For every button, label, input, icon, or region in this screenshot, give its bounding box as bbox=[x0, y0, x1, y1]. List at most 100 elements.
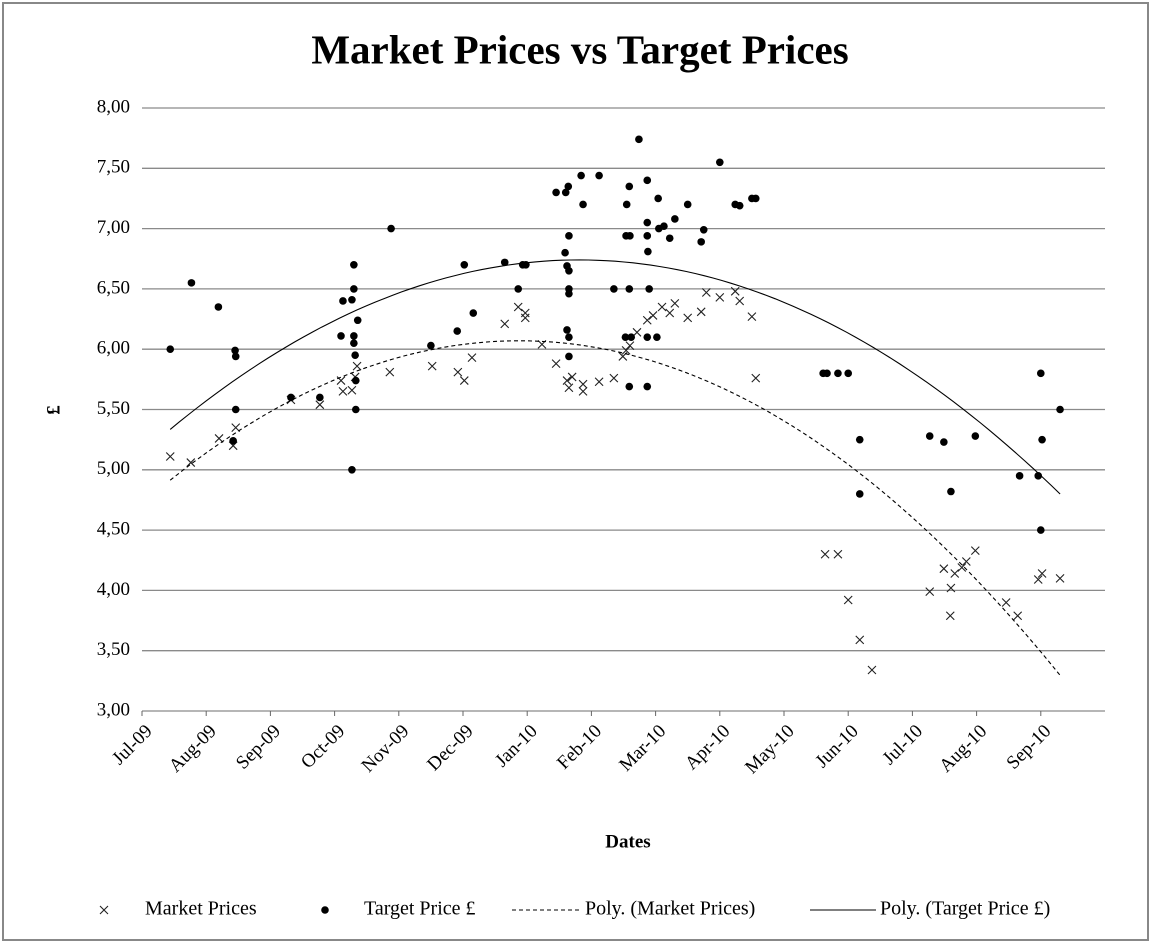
market-price-point bbox=[352, 361, 362, 371]
target-price-point bbox=[427, 341, 435, 350]
target-price-point bbox=[229, 437, 237, 445]
market-price-point bbox=[165, 452, 175, 461]
y-tick-label: 5,00 bbox=[97, 458, 130, 479]
y-tick-label: 5,50 bbox=[97, 398, 130, 419]
market-price-point bbox=[459, 376, 469, 385]
market-price-point bbox=[567, 372, 577, 382]
market-price-point bbox=[945, 611, 955, 621]
y-tick-label: 6,50 bbox=[97, 277, 130, 298]
market-price-point bbox=[562, 376, 572, 385]
target-price-point bbox=[595, 171, 603, 180]
target-price-point bbox=[671, 215, 679, 223]
target-price-point bbox=[626, 232, 634, 240]
target-price-point bbox=[348, 466, 356, 474]
y-tick-label: 3,00 bbox=[97, 699, 130, 720]
target-price-point bbox=[947, 487, 955, 496]
target-price-point bbox=[166, 345, 175, 354]
target-price-point bbox=[287, 393, 295, 402]
target-price-point bbox=[716, 158, 724, 167]
target-price-point bbox=[351, 405, 360, 414]
market-price-point bbox=[1037, 569, 1047, 578]
market-price-point bbox=[665, 308, 675, 318]
market-price-point bbox=[1001, 598, 1011, 607]
target-price-point bbox=[350, 260, 358, 269]
market-price-point bbox=[186, 458, 196, 467]
target-price-point bbox=[348, 295, 356, 304]
market-price-point bbox=[957, 563, 967, 572]
chart-title: Market Prices vs Target Prices bbox=[311, 26, 848, 72]
target-price-point bbox=[683, 200, 692, 209]
target-price-point bbox=[231, 346, 239, 355]
market-price-point bbox=[855, 635, 865, 645]
market-price-point bbox=[696, 307, 706, 317]
target-price-point bbox=[643, 382, 652, 391]
market-price-point bbox=[1033, 575, 1043, 584]
target-price-point bbox=[643, 176, 652, 185]
target-price-point bbox=[514, 285, 523, 293]
target-price-point bbox=[1038, 435, 1046, 444]
market-price-point bbox=[961, 557, 971, 566]
target-price-point bbox=[855, 435, 864, 444]
target-price-point bbox=[971, 432, 980, 440]
y-tick-label: 6,00 bbox=[97, 338, 130, 359]
market-price-point bbox=[564, 383, 574, 393]
legend-label: Target Price £ bbox=[364, 898, 476, 920]
market-price-point bbox=[214, 434, 224, 443]
target-price-point bbox=[351, 351, 359, 360]
target-price-point bbox=[353, 316, 362, 325]
market-price-point bbox=[1013, 611, 1023, 621]
target-price-point bbox=[350, 339, 358, 347]
target-price-point bbox=[627, 333, 636, 341]
target-price-point bbox=[645, 285, 653, 293]
target-price-point bbox=[622, 200, 631, 209]
market-price-point bbox=[939, 564, 949, 574]
target-price-point bbox=[751, 194, 760, 203]
y-tick-label: 7,50 bbox=[97, 157, 130, 178]
market-price-point bbox=[625, 341, 635, 350]
market-price-point bbox=[1055, 573, 1065, 583]
target-price-point bbox=[1034, 472, 1043, 480]
target-price-point bbox=[564, 182, 573, 191]
target-price-point bbox=[625, 182, 634, 191]
target-price-point bbox=[643, 232, 652, 240]
market-price-point bbox=[621, 346, 631, 355]
legend-label: Poly. (Target Price £) bbox=[880, 898, 1050, 920]
target-price-point bbox=[610, 285, 618, 293]
market-price-point bbox=[500, 319, 510, 329]
market-price-point bbox=[970, 546, 980, 555]
market-price-point bbox=[594, 377, 604, 387]
target-price-point bbox=[231, 352, 240, 361]
market-price-point bbox=[735, 296, 745, 306]
target-price-point bbox=[1056, 405, 1064, 414]
market-price-point bbox=[467, 353, 477, 363]
target-price-point bbox=[625, 285, 634, 293]
target-price-point bbox=[834, 369, 842, 378]
target-price-point bbox=[644, 247, 652, 256]
target-price-point bbox=[351, 376, 360, 385]
legend-marker bbox=[99, 905, 109, 915]
target-price-point bbox=[187, 279, 196, 287]
target-price-point bbox=[660, 222, 668, 230]
market-price-point bbox=[657, 302, 667, 312]
market-price-point bbox=[747, 312, 757, 322]
target-price-point bbox=[643, 218, 652, 227]
market-price-point bbox=[950, 569, 960, 578]
target-price-point bbox=[565, 267, 573, 275]
market-price-point bbox=[946, 583, 956, 593]
y-tick-label: 4,50 bbox=[97, 518, 130, 539]
market-price-point bbox=[683, 313, 693, 323]
target-price-point bbox=[844, 369, 852, 378]
market-price-point bbox=[843, 595, 853, 605]
target-price-point bbox=[621, 333, 630, 341]
target-price-point bbox=[453, 327, 462, 335]
trendline bbox=[169, 259, 1061, 495]
target-price-point bbox=[1037, 526, 1045, 534]
target-price-point bbox=[460, 260, 469, 269]
market-price-point bbox=[820, 549, 830, 559]
x-axis-label: Dates bbox=[605, 831, 650, 852]
target-price-point bbox=[339, 297, 347, 305]
market-price-point bbox=[551, 359, 561, 369]
market-price-point bbox=[925, 587, 935, 596]
target-price-point bbox=[735, 201, 744, 210]
